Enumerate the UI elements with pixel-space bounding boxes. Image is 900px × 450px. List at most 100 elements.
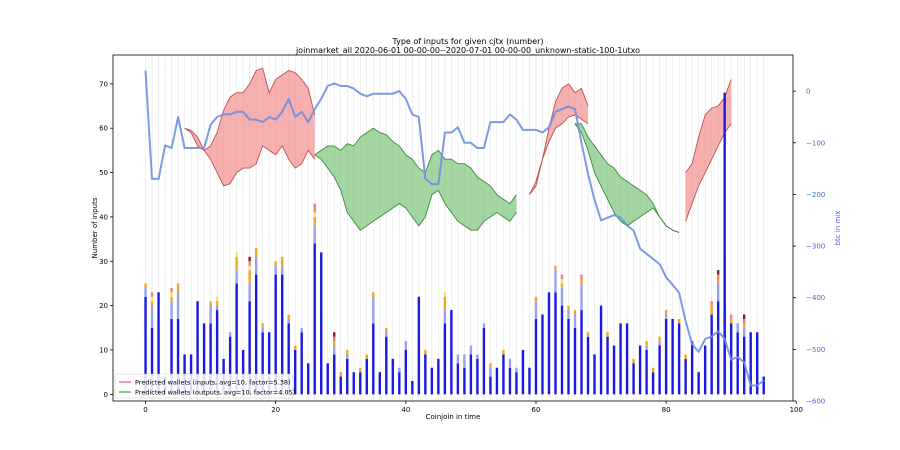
inputs-prediction-fill — [184, 68, 315, 186]
bar-segment — [248, 283, 251, 302]
bar-segment — [677, 318, 681, 324]
bar-segment — [502, 354, 505, 395]
bar-segment — [456, 354, 460, 364]
bar-segment — [176, 283, 180, 293]
bar-segment — [280, 274, 284, 395]
bar-segment — [632, 363, 635, 395]
bar-segment — [294, 345, 297, 350]
bar-segment — [287, 314, 290, 319]
bar-segment — [756, 332, 759, 395]
bar-segment — [541, 314, 544, 395]
bar-segment — [150, 301, 154, 306]
x-axis-label: Coinjoin in time — [426, 413, 481, 421]
bar-segment — [430, 367, 434, 395]
outputs-prediction-lower-line — [314, 154, 517, 231]
bar-segment — [463, 367, 466, 395]
bar-segment — [586, 336, 590, 395]
bar-segment — [398, 372, 401, 395]
legend: Predicted wallets (inputs, avg=10, facto… — [114, 373, 295, 399]
bar-segment — [235, 283, 238, 395]
bar-segment — [300, 327, 303, 333]
bar-segment — [716, 279, 720, 284]
bar-segment — [228, 332, 232, 337]
bar-segment — [235, 256, 238, 271]
bar-segment — [612, 345, 616, 395]
bar-segment — [372, 323, 375, 395]
bar-segment — [573, 327, 577, 395]
inputs-prediction-upper-line — [529, 83, 589, 195]
bar-segment — [638, 345, 642, 395]
bar-segment — [150, 305, 154, 328]
y-right-tick-label: −600 — [806, 398, 825, 406]
bar-segment — [593, 354, 596, 395]
bar-segment — [508, 358, 512, 368]
bar-segment — [170, 318, 173, 395]
bar-segment — [729, 314, 733, 319]
bar-segment — [385, 336, 388, 395]
bar-segment — [411, 381, 414, 395]
x-tick-label: 60 — [532, 406, 541, 414]
chart-title: Type of inputs for given cjtx (number) — [391, 37, 543, 46]
y-axis-left: 0 10 20 30 40 50 60 70 — [99, 80, 113, 399]
bar-segment — [254, 247, 258, 257]
bar-segment — [658, 336, 661, 342]
bar-segment — [170, 296, 173, 302]
outputs-prediction-fill — [575, 123, 680, 233]
bar-segment — [280, 265, 284, 275]
bar-segment — [359, 367, 362, 373]
bar-segment — [313, 203, 316, 213]
bar-segment — [762, 376, 765, 395]
bar-segment — [176, 318, 180, 395]
bar-segment — [567, 318, 570, 395]
bar-segment — [241, 349, 245, 395]
y-right-tick-label: −200 — [806, 191, 825, 199]
bar-segment — [534, 318, 538, 395]
x-axis: 0 20 40 60 80 100 — [143, 401, 803, 414]
bar-segment — [690, 341, 694, 395]
bar-segment — [333, 341, 336, 346]
bar-segment — [664, 314, 668, 319]
bar-segment — [508, 367, 512, 395]
y-right-tick-label: −500 — [806, 346, 825, 354]
y-right-tick-label: −300 — [806, 243, 825, 251]
bar-segment — [417, 296, 421, 395]
bar-segment — [560, 287, 564, 306]
inputs-prediction-upper-line — [184, 67, 316, 152]
y-right-tick-label: 0 — [806, 88, 810, 96]
bar-segment — [573, 314, 577, 328]
bar-segment — [697, 372, 700, 395]
bar-segment — [443, 310, 447, 324]
bar-segment — [489, 367, 492, 377]
y-tick-label: 40 — [99, 213, 108, 221]
bar-segment — [170, 287, 173, 293]
bar-segment — [333, 354, 336, 395]
bar-segment — [215, 296, 219, 302]
bar-segment — [313, 243, 316, 395]
y-tick-label: 60 — [99, 125, 108, 133]
bar-segment — [716, 301, 720, 395]
bar-segment — [554, 270, 557, 293]
bar-segment — [248, 301, 251, 395]
bar-segment — [580, 310, 583, 395]
bar-segment — [346, 354, 349, 359]
inputs-prediction-fill — [529, 83, 588, 195]
bar-segment — [248, 256, 251, 262]
bar-segment — [651, 367, 655, 373]
bar-segment — [743, 323, 746, 328]
outputs-prediction-fill — [314, 128, 517, 231]
bar-segment — [404, 341, 408, 350]
bar-segment — [580, 279, 583, 284]
bar-segment — [307, 363, 310, 395]
bar-segment — [710, 314, 713, 395]
bar-segment — [215, 305, 219, 311]
bar-segment — [743, 314, 746, 319]
inputs-prediction-fill — [685, 79, 732, 222]
bar-segment — [573, 310, 577, 315]
bar-segment — [664, 310, 668, 315]
bar-segment — [313, 212, 316, 217]
y-tick-label: 50 — [99, 169, 108, 177]
bar-segment — [313, 216, 316, 226]
bar-segment — [157, 292, 160, 395]
bar-segment — [736, 323, 739, 333]
bar-segment — [196, 301, 199, 395]
